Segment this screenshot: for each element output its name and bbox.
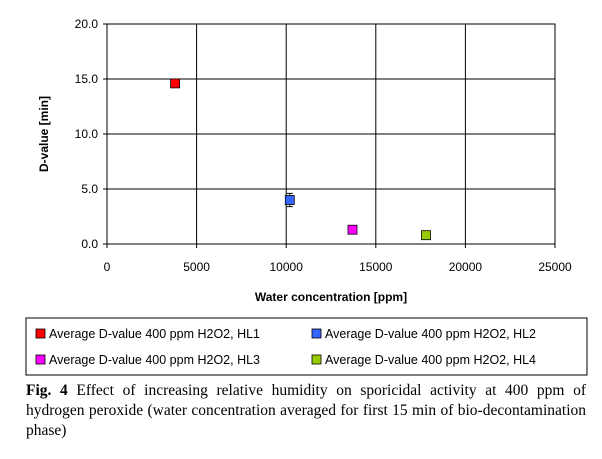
- y-axis-ticks: 0.0 5.0 10.0 15.0 20.0: [75, 17, 107, 251]
- y-tick-label: 10.0: [75, 127, 99, 141]
- data-point-marker: [421, 230, 431, 241]
- data-point-marker: [170, 78, 180, 89]
- legend-box: [25, 317, 588, 376]
- figure-caption: Fig. 4 Effect of increasing relative hum…: [26, 381, 586, 441]
- grid-lines: [107, 24, 555, 244]
- x-axis-title: Water concentration [ppm]: [255, 290, 407, 304]
- y-tick-label: 0.0: [81, 237, 98, 251]
- y-tick-label: 5.0: [81, 182, 98, 196]
- legend-marker: [311, 328, 322, 339]
- data-points: [170, 78, 431, 241]
- x-tick-label: 0: [104, 260, 111, 274]
- legend-label: Average D-value 400 ppm H2O2, HL3: [49, 353, 260, 367]
- legend-marker: [311, 354, 322, 365]
- y-axis-title: D-value [min]: [37, 96, 51, 172]
- legend-label: Average D-value 400 ppm H2O2, HL2: [325, 327, 536, 341]
- x-axis-ticks: 0 5000 10000 15000 20000 25000: [104, 244, 572, 274]
- data-point-marker: [284, 195, 295, 205]
- figure-caption-text: Effect of increasing relative humidity o…: [26, 382, 586, 439]
- x-tick-label: 5000: [183, 260, 210, 274]
- x-tick-label: 25000: [538, 260, 572, 274]
- legend-label: Average D-value 400 ppm H2O2, HL4: [325, 353, 536, 367]
- x-tick-label: 10000: [270, 260, 304, 274]
- data-point-marker: [347, 224, 358, 235]
- legend-marker: [35, 354, 46, 365]
- y-tick-label: 15.0: [75, 72, 99, 86]
- legend: Average D-value 400 ppm H2O2, HL1 Average…: [25, 317, 588, 376]
- x-tick-label: 20000: [449, 260, 483, 274]
- legend-label: Average D-value 400 ppm H2O2, HL1: [49, 327, 260, 341]
- chart: 0.0 5.0 10.0 15.0 20.0 0 5000 10000 15000 20000 2…: [25, 17, 588, 376]
- figure-label: Fig. 4: [26, 382, 68, 399]
- x-tick-label: 15000: [359, 260, 393, 274]
- y-tick-label: 20.0: [75, 17, 99, 31]
- legend-marker: [35, 328, 46, 339]
